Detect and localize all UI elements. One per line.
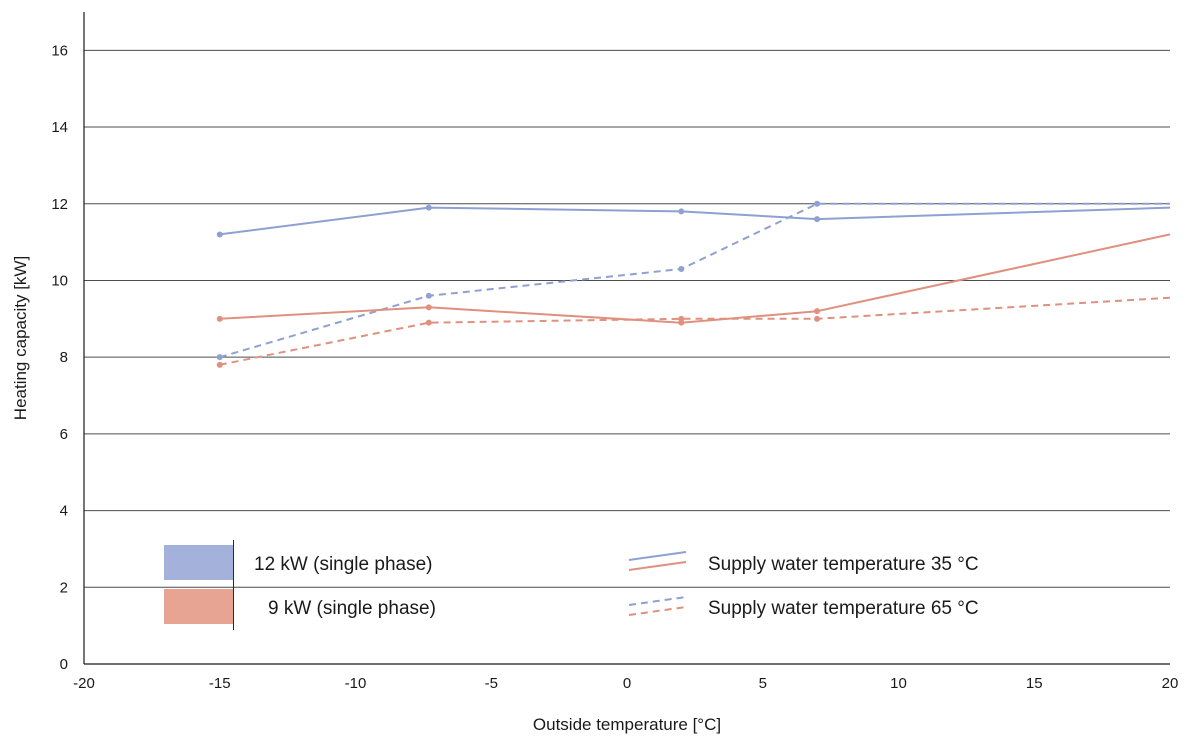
data-point: [814, 216, 821, 223]
legend-line-sample: [628, 561, 687, 571]
x-tick-label: 0: [623, 675, 631, 692]
data-point: [216, 315, 223, 322]
y-tick-label: 8: [60, 349, 68, 366]
data-point: [678, 315, 685, 322]
legend-label-12kw: 12 kW (single phase): [254, 554, 432, 575]
data-point: [425, 204, 432, 211]
series-line: [219, 206, 1171, 236]
x-tick-label: 20: [1162, 675, 1179, 692]
y-tick-label: 16: [51, 42, 68, 59]
x-tick-label: 10: [890, 675, 907, 692]
x-tick-label: -10: [345, 675, 367, 692]
y-tick-label: 6: [60, 426, 68, 443]
y-tick-label: 0: [60, 656, 68, 673]
y-tick-label: 10: [51, 272, 68, 289]
legend-style-dashed: [628, 596, 687, 616]
series-2: [216, 233, 1171, 326]
data-point: [678, 208, 685, 215]
series-line: [219, 296, 1171, 366]
legend-label-35c: Supply water temperature 35 °C: [708, 554, 979, 575]
x-tick-label: 15: [1026, 675, 1043, 692]
legend-label-65c: Supply water temperature 65 °C: [708, 598, 979, 619]
data-point: [814, 200, 821, 207]
x-tick-label: -20: [73, 675, 95, 692]
x-tick-labels: -20 -15 -10 -5 0 5 10 15 20: [73, 675, 1178, 692]
series-3: [216, 296, 1171, 368]
data-point: [425, 292, 432, 299]
legend-line-sample: [628, 551, 687, 561]
series-line: [219, 233, 1171, 324]
data-point: [425, 304, 432, 311]
axes: [83, 12, 1170, 665]
y-tick-labels: 0 2 4 6 8 10 12 14 16: [51, 42, 68, 673]
series-lines: [216, 200, 1171, 368]
x-tick-label: 5: [759, 675, 767, 692]
legend-line-sample: [628, 596, 687, 606]
legend-style-solid: [628, 551, 687, 571]
grid-lines: [84, 49, 1170, 588]
series-1: [216, 200, 1170, 361]
data-point: [814, 315, 821, 322]
data-point: [425, 319, 432, 326]
y-axis-title: Heating capacity [kW]: [11, 256, 30, 420]
y-tick-label: 14: [51, 119, 68, 136]
y-tick-label: 12: [51, 196, 68, 213]
data-point: [678, 265, 685, 272]
x-tick-label: -5: [485, 675, 498, 692]
y-tick-label: 2: [60, 579, 68, 596]
data-point: [216, 361, 223, 368]
legend: 12 kW (single phase) 9 kW (single phase)…: [164, 540, 979, 630]
legend-swatch-9kw: [164, 589, 234, 624]
data-point: [814, 308, 821, 315]
x-axis-title: Outside temperature [°C]: [533, 715, 721, 734]
data-point: [216, 354, 223, 361]
legend-swatch-12kw: [164, 545, 234, 580]
legend-label-9kw: 9 kW (single phase): [268, 598, 436, 619]
data-point: [216, 231, 223, 238]
x-tick-label: -15: [209, 675, 231, 692]
y-tick-label: 4: [60, 503, 68, 520]
legend-line-sample: [628, 606, 687, 616]
series-0: [216, 204, 1171, 238]
